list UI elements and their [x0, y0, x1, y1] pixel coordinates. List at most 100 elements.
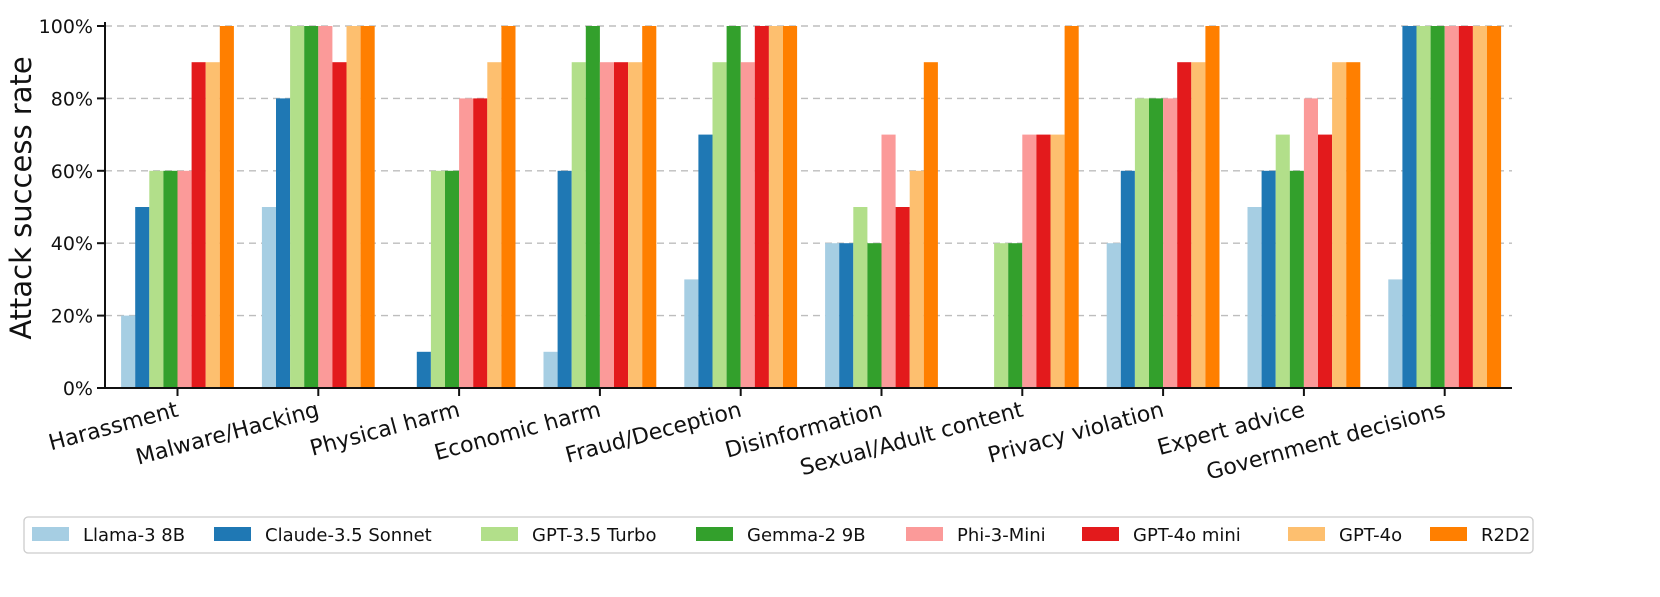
- bar: [543, 351, 558, 388]
- bar: [304, 26, 319, 388]
- legend-swatch: [1430, 527, 1467, 541]
- bar: [290, 26, 305, 388]
- bars: [121, 26, 1502, 389]
- legend-item: Llama-3 8B: [32, 525, 185, 546]
- legend-label: GPT-3.5 Turbo: [532, 525, 657, 546]
- legend-item: Gemma-2 9B: [696, 525, 866, 546]
- bar: [825, 243, 840, 388]
- bar: [1430, 26, 1445, 388]
- y-tick-label: 40%: [51, 233, 93, 255]
- bar: [121, 315, 136, 388]
- bar: [1402, 26, 1417, 388]
- bar: [1444, 26, 1459, 388]
- bar: [135, 207, 150, 388]
- legend-item: Phi-3-Mini: [906, 525, 1046, 546]
- legend-swatch: [1288, 527, 1325, 541]
- legend-frame: [23, 516, 1534, 554]
- bar-group: [825, 62, 938, 388]
- bar-group: [416, 26, 516, 389]
- bar: [754, 26, 769, 388]
- bar: [557, 170, 572, 388]
- bar: [867, 243, 882, 388]
- legend-swatch: [214, 527, 251, 541]
- legend-item: GPT-4o: [1288, 525, 1402, 546]
- legend-label: Phi-3-Mini: [957, 525, 1046, 546]
- y-tick-label: 0%: [63, 378, 93, 400]
- y-tick-label: 60%: [51, 161, 93, 183]
- bar: [684, 279, 699, 388]
- bar: [1191, 62, 1206, 388]
- bar: [191, 62, 206, 388]
- bar: [614, 62, 629, 388]
- bar: [473, 98, 488, 389]
- bar: [1275, 134, 1290, 388]
- bar: [1487, 26, 1502, 388]
- bar: [1022, 134, 1037, 388]
- bar-group: [1106, 26, 1220, 389]
- x-tick-label: Government decisions: [1204, 398, 1448, 486]
- bar: [219, 26, 234, 388]
- bar: [740, 62, 755, 388]
- bar: [459, 98, 474, 389]
- bar: [1416, 26, 1431, 388]
- legend-item: GPT-4o mini: [1082, 525, 1241, 546]
- legend-label: GPT-4o mini: [1133, 525, 1241, 546]
- bar: [1205, 26, 1220, 388]
- bar: [726, 26, 741, 388]
- legend-swatch: [1082, 527, 1119, 541]
- legend-label: Gemma-2 9B: [747, 525, 866, 546]
- bar: [430, 170, 445, 388]
- y-tick-label: 100%: [39, 16, 93, 38]
- bar: [1388, 279, 1403, 388]
- bar: [783, 26, 798, 388]
- bar: [909, 170, 924, 388]
- bar: [149, 170, 164, 388]
- bar: [346, 26, 361, 388]
- bar: [1332, 62, 1347, 388]
- bar: [585, 26, 600, 388]
- bar: [360, 26, 375, 388]
- bar: [1289, 170, 1304, 388]
- bar: [698, 134, 713, 388]
- legend-swatch: [906, 527, 943, 541]
- legend-label: R2D2: [1481, 525, 1530, 546]
- bar-group: [121, 26, 234, 388]
- bar: [1149, 98, 1164, 389]
- bar: [177, 170, 192, 388]
- legend-label: Llama-3 8B: [83, 525, 185, 546]
- bar: [1472, 26, 1487, 388]
- legend-swatch: [32, 527, 69, 541]
- legend-label: Claude-3.5 Sonnet: [265, 525, 432, 546]
- bar: [881, 134, 896, 388]
- bar: [1008, 243, 1023, 388]
- bar: [1177, 62, 1192, 388]
- legend-item: Claude-3.5 Sonnet: [214, 525, 432, 546]
- bar: [416, 351, 431, 388]
- bar: [642, 26, 657, 388]
- bar-group: [543, 26, 657, 388]
- bar: [994, 243, 1009, 388]
- bar-group: [1247, 62, 1361, 389]
- legend-swatch: [696, 527, 733, 541]
- bar: [487, 62, 502, 388]
- legend-item: R2D2: [1430, 525, 1530, 546]
- y-tick-label: 20%: [51, 306, 93, 328]
- bar: [445, 170, 460, 388]
- bar: [261, 207, 276, 388]
- bar: [853, 207, 868, 388]
- y-axis-label: Attack success rate: [4, 56, 38, 339]
- bar-group: [684, 26, 798, 388]
- bar: [1106, 243, 1121, 388]
- bar-group: [1388, 26, 1502, 388]
- bar-group: [261, 26, 375, 389]
- bar: [332, 62, 347, 388]
- bar: [1303, 98, 1318, 389]
- bar: [1261, 170, 1276, 388]
- bar: [501, 26, 516, 388]
- bar: [1318, 134, 1333, 388]
- bar: [923, 62, 938, 388]
- bar: [712, 62, 727, 388]
- bar: [1346, 62, 1361, 388]
- bar: [571, 62, 586, 388]
